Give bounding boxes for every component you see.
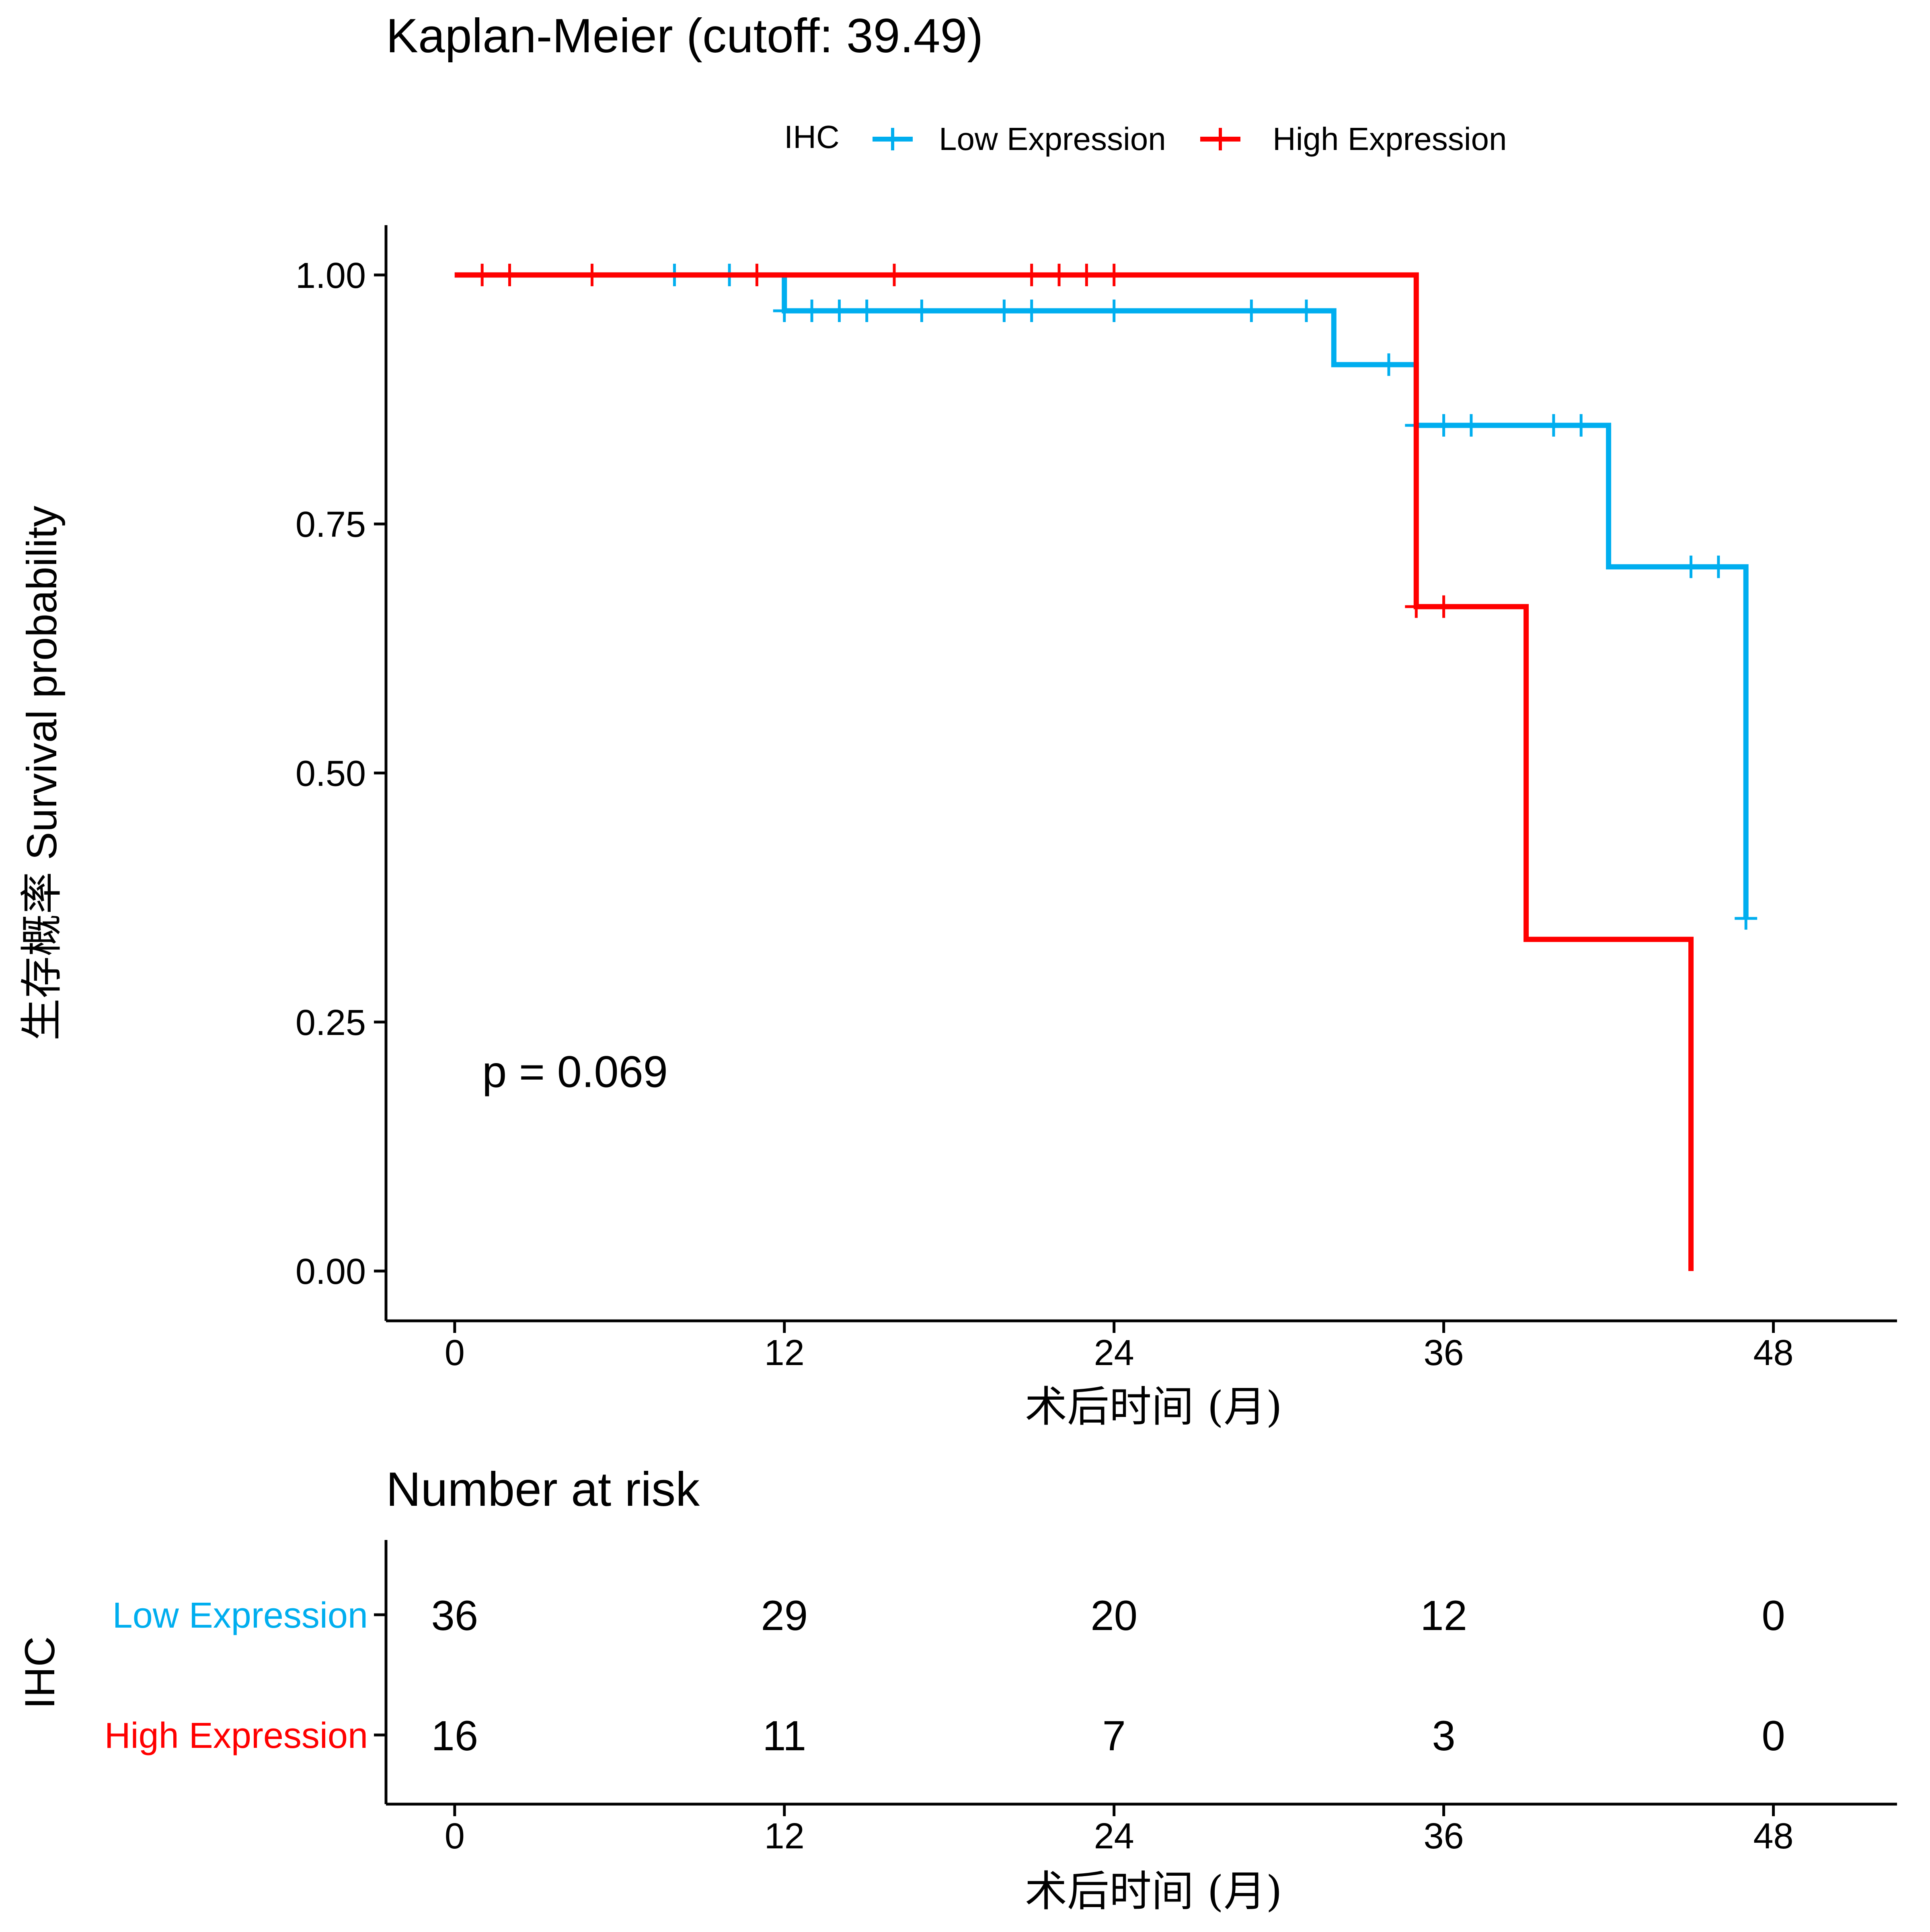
legend-label-low-expression: Low Expression (939, 121, 1166, 157)
risk-x-tick-label: 0 (445, 1816, 465, 1856)
km-x-ticks: 0 12 24 36 48 (445, 1321, 1794, 1373)
risk-table-axes: 0 12 24 36 48 (384, 1540, 1897, 1856)
km-series (454, 263, 1758, 1271)
risk-cell-high-expression: 0 (1762, 1712, 1785, 1760)
legend-title: IHC (784, 119, 840, 155)
km-x-tick-label: 48 (1753, 1333, 1793, 1373)
legend-entry-low-expression: Low Expression (873, 121, 1166, 157)
km-y-ticks: 0.00 0.25 0.50 0.75 1.00 (296, 256, 386, 1292)
km-curve-high-expression (454, 272, 1694, 1271)
risk-row-label-high-expression: High Expression (105, 1716, 368, 1756)
km-x-axis-label: 术后时间 (月) (1025, 1382, 1282, 1431)
km-y-axis-label: 生存概率 Survival probability (18, 505, 66, 1041)
risk-x-tick-label: 12 (764, 1816, 805, 1856)
risk-cell-low-expression: 20 (1090, 1592, 1137, 1639)
km-x-tick-label: 12 (764, 1333, 805, 1373)
risk-cell-high-expression: 3 (1432, 1712, 1455, 1760)
risk-x-ticks: 0 12 24 36 48 (445, 1804, 1794, 1856)
km-y-tick-label: 1.00 (296, 256, 366, 296)
km-axes: 0.00 0.25 0.50 0.75 1.00 0 12 24 36 48 (296, 225, 1897, 1373)
km-x-tick-label: 0 (445, 1333, 465, 1373)
risk-x-axis-label: 术后时间 (月) (1025, 1867, 1282, 1916)
km-x-tick-label: 36 (1424, 1333, 1464, 1373)
risk-x-tick-label: 48 (1753, 1816, 1793, 1856)
risk-table-rows: Low Expression 36 29 20 12 0 High Expression 16… (105, 1592, 1785, 1760)
legend: IHC Low Expression High Expression (784, 119, 1507, 157)
km-curve-low-expression (454, 272, 1749, 919)
legend-label-high-expression: High Expression (1273, 121, 1507, 157)
chart-title: Kaplan-Meier (cutoff: 39.49) (386, 9, 983, 63)
risk-x-tick-label: 24 (1094, 1816, 1134, 1856)
risk-x-tick-label: 36 (1424, 1816, 1464, 1856)
km-y-tick-label: 0.75 (296, 505, 366, 545)
km-y-tick-label: 0.50 (296, 754, 366, 794)
km-y-tick-label: 0.00 (296, 1252, 366, 1292)
risk-cell-low-expression: 12 (1420, 1592, 1467, 1639)
risk-cell-high-expression: 11 (762, 1712, 806, 1760)
risk-row-axis-label: IHC (16, 1636, 64, 1709)
risk-cell-high-expression: 16 (431, 1712, 478, 1760)
legend-entry-high-expression: High Expression (1200, 121, 1507, 157)
km-x-tick-label: 24 (1094, 1333, 1134, 1373)
risk-table-title: Number at risk (386, 1462, 700, 1516)
km-y-tick-label: 0.25 (296, 1003, 366, 1043)
risk-cell-high-expression: 7 (1102, 1712, 1125, 1760)
risk-cell-low-expression: 29 (761, 1592, 808, 1639)
risk-row-label-low-expression: Low Expression (113, 1595, 368, 1636)
risk-cell-low-expression: 0 (1762, 1592, 1785, 1639)
risk-cell-low-expression: 36 (431, 1592, 478, 1639)
p-value-annotation: p = 0.069 (482, 1047, 668, 1097)
